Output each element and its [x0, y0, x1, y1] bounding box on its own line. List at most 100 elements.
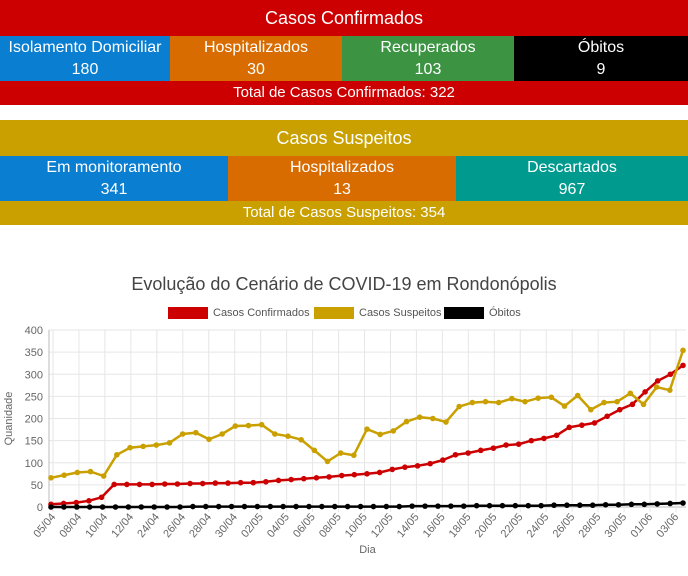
series-obitos-line: [51, 501, 684, 509]
suspeitos-panel: Casos Suspeitos Em monitoramento 341 Hos…: [0, 120, 688, 225]
series-suspeitos-point: [61, 472, 67, 478]
y-tick-label: 400: [25, 325, 43, 337]
series-obitos-point: [280, 503, 286, 510]
series-obitos-point: [499, 502, 506, 509]
confirmados-total: Total de Casos Confirmados: 322: [0, 81, 688, 105]
series-suspeitos-point: [430, 415, 436, 422]
series-suspeitos-point: [87, 468, 94, 475]
x-tick-label: 10/05: [343, 511, 370, 540]
series-confirmados-point: [199, 480, 206, 487]
series-confirmados-point: [642, 389, 648, 395]
series-obitos-point: [357, 503, 364, 510]
chart-title: Evolução do Cenário de COVID-19 em Rondo…: [131, 274, 557, 294]
series-obitos-point: [125, 504, 132, 510]
x-tick-label: 18/05: [447, 511, 474, 540]
series-confirmados-point: [313, 474, 320, 481]
card-hospitalizados: Hospitalizados 13: [228, 156, 456, 201]
legend-swatch: [444, 307, 484, 319]
series-confirmados-point: [654, 378, 661, 384]
series-obitos-point: [73, 504, 80, 510]
x-tick-label: 12/05: [369, 511, 396, 540]
card-hospitalizados: Hospitalizados 30: [170, 36, 342, 81]
series-obitos-point: [628, 501, 635, 508]
series-obitos-point: [267, 503, 274, 510]
series-obitos-point: [331, 503, 338, 510]
card-obitos: Óbitos 9: [514, 36, 688, 81]
series-confirmados-point: [376, 469, 383, 476]
series-confirmados-point: [566, 424, 573, 431]
series-suspeitos-point: [166, 440, 173, 446]
legend-item-obitos[interactable]: Óbitos: [444, 307, 521, 319]
series-confirmados-point: [389, 466, 396, 473]
series-suspeitos-point: [469, 399, 476, 406]
series-obitos-point: [254, 503, 261, 510]
series-obitos-point: [164, 504, 170, 510]
card-value: 13: [333, 181, 351, 198]
y-tick-label: 300: [25, 369, 43, 381]
x-tick-label: 30/05: [602, 511, 629, 540]
legend-label: Casos Confirmados: [213, 307, 310, 319]
series-confirmados-line: [50, 364, 684, 506]
series-suspeitos-point: [232, 423, 239, 429]
series-obitos-point: [112, 504, 119, 510]
series-confirmados-point: [136, 481, 143, 488]
series-obitos-point: [344, 503, 351, 510]
confirmados-title: Casos Confirmados: [0, 0, 688, 36]
series-suspeitos-point: [245, 422, 252, 429]
series-suspeitos-point: [114, 451, 120, 458]
series-suspeitos-point: [416, 414, 423, 420]
series-obitos-point: [138, 504, 145, 510]
series-suspeitos-point: [364, 426, 370, 432]
series-confirmados-point: [503, 442, 509, 448]
series-obitos-point: [61, 504, 67, 510]
series-confirmados-point: [541, 435, 547, 442]
legend-item-confirmados[interactable]: Casos Confirmados: [168, 307, 310, 319]
series-confirmados-point: [414, 463, 421, 469]
series-suspeitos-point: [574, 392, 581, 399]
suspeitos-cards: Em monitoramento 341 Hospitalizados 13 D…: [0, 156, 688, 201]
series-confirmados-point: [667, 371, 674, 378]
series-suspeitos-point: [561, 403, 568, 409]
y-tick-label: 250: [25, 391, 43, 403]
legend-item-suspeitos[interactable]: Casos Suspeitos: [314, 307, 442, 319]
covid-chart: Evolução do Cenário de COVID-19 em Rondo…: [0, 262, 688, 576]
series-suspeitos-point: [272, 431, 278, 437]
series-suspeitos-point: [140, 443, 146, 450]
series-confirmados-point: [490, 445, 497, 451]
y-tick-label: 0: [37, 502, 43, 514]
series-obitos-point: [319, 503, 325, 510]
legend-swatch: [168, 307, 208, 319]
series-confirmados-point: [629, 401, 636, 408]
x-tick-label: 26/05: [551, 511, 578, 540]
y-tick-label: 350: [25, 347, 43, 359]
x-tick-label: 03/06: [654, 511, 681, 540]
card-value: 30: [247, 61, 265, 78]
series-obitos-point: [680, 500, 686, 506]
series-confirmados-point: [515, 441, 522, 447]
series-obitos-point: [589, 502, 596, 509]
card-isolamento: Isolamento Domiciliar 180: [0, 36, 170, 81]
series-suspeitos-point: [258, 421, 265, 428]
series-obitos-point: [564, 502, 570, 509]
series-confirmados-point: [225, 480, 231, 486]
series-confirmados-point: [591, 420, 598, 426]
suspeitos-title: Casos Suspeitos: [0, 120, 688, 156]
series-obitos-point: [86, 504, 93, 510]
x-tick-label: 02/05: [239, 511, 266, 540]
x-tick-label: 16/05: [421, 511, 448, 540]
series-suspeitos-point: [100, 473, 107, 479]
series-obitos-point: [409, 503, 415, 509]
x-tick-label: 28/04: [187, 511, 214, 540]
series-suspeitos-line: [50, 350, 685, 480]
series-confirmados-point: [124, 481, 130, 488]
series-confirmados-point: [263, 478, 269, 485]
series-confirmados-point: [553, 432, 560, 439]
legend-swatch: [314, 307, 354, 319]
series-confirmados-point: [98, 494, 105, 501]
series-confirmados-point: [680, 362, 686, 369]
x-tick-label: 28/05: [577, 511, 604, 540]
card-descartados: Descartados 967: [456, 156, 688, 201]
series-confirmados-point: [364, 471, 370, 477]
card-monitoramento: Em monitoramento 341: [0, 156, 228, 201]
series-suspeitos-point: [206, 436, 212, 443]
